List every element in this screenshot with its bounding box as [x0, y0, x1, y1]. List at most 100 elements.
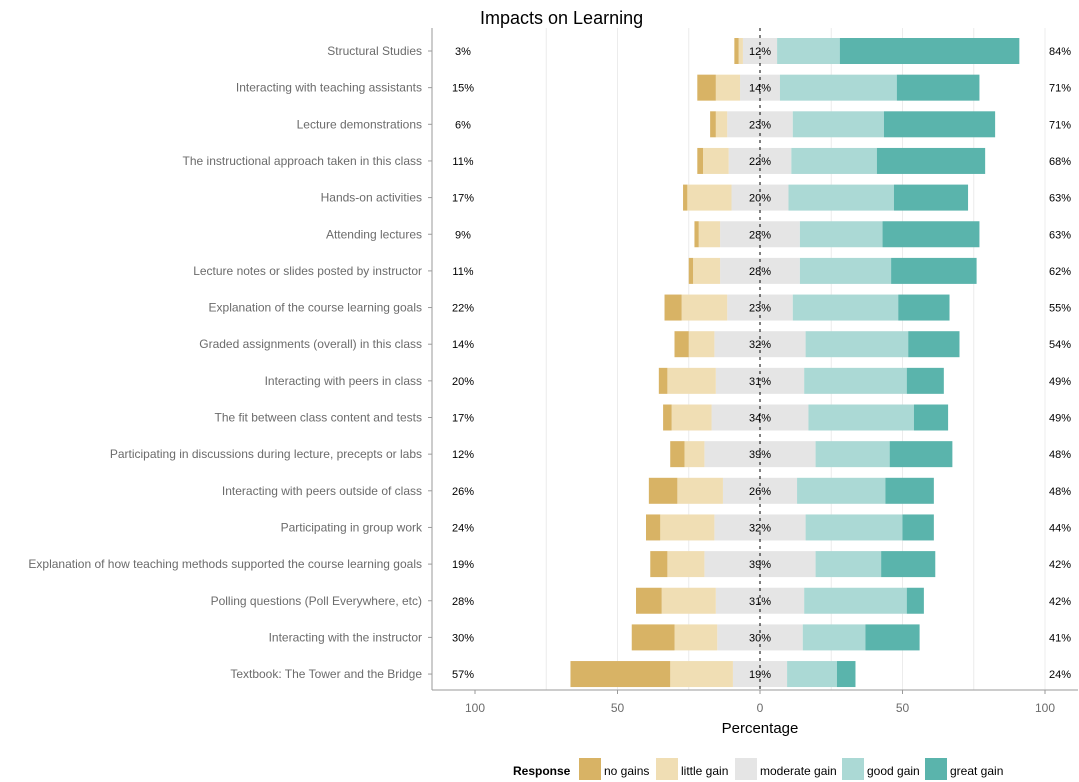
left-percent-label: 57%: [452, 669, 474, 681]
x-axis-label: Percentage: [722, 720, 799, 737]
bar-segment-great-gain: [908, 331, 960, 358]
bar-segment-great-gain: [836, 661, 856, 688]
bar-segment-no-gains: [710, 111, 716, 138]
center-percent-label: 28%: [749, 266, 771, 278]
legend-title: Response: [513, 764, 571, 778]
left-percent-label: 6%: [455, 119, 471, 131]
bar-segment-little-gain: [738, 38, 743, 64]
chart-title: Impacts on Learning: [480, 8, 643, 28]
right-percent-label: 41%: [1049, 632, 1071, 644]
left-percent-label: 17%: [452, 413, 474, 425]
axis-layer: 100 50 0 50 100: [428, 28, 1078, 715]
bar-segment-good-gain: [777, 38, 840, 64]
bar-segment-good-gain: [808, 404, 914, 431]
right-percent-label: 55%: [1049, 303, 1071, 315]
plot-panel: [432, 28, 1078, 690]
legend-label: great gain: [950, 764, 1003, 778]
legend-label: no gains: [604, 764, 649, 778]
bar-segment-little-gain: [661, 587, 716, 614]
bar-segment-great-gain: [839, 38, 1020, 64]
x-tick-label: 100: [1035, 701, 1055, 715]
center-percent-label: 23%: [749, 303, 771, 315]
category-label: Graded assignments (overall) in this cla…: [199, 337, 422, 351]
category-label: Participating in group work: [281, 520, 423, 534]
legend-key-moderate-gain: [735, 758, 757, 780]
bar-segment-great-gain: [906, 367, 944, 394]
center-percent-label: 30%: [749, 632, 771, 644]
bar-segment-good-gain: [792, 294, 899, 321]
left-percent-label: 17%: [452, 193, 474, 205]
left-percent-label: 24%: [452, 522, 474, 534]
bar-segment-little-gain: [667, 551, 705, 578]
legend-key-good-gain: [842, 758, 864, 780]
bar-segment-little-gain: [660, 514, 715, 541]
bar-segment-great-gain: [891, 257, 977, 284]
bar-segment-no-gains: [631, 624, 675, 651]
left-percent-label: 28%: [452, 596, 474, 608]
bar-segment-little-gain: [670, 661, 733, 688]
right-percent-label: 71%: [1049, 83, 1071, 95]
category-label: Participating in discussions during lect…: [110, 447, 422, 461]
center-percent-label: 32%: [749, 522, 771, 534]
right-percent-label: 71%: [1049, 119, 1071, 131]
category-label: Attending lectures: [326, 227, 422, 241]
bar-segment-great-gain: [896, 74, 980, 101]
bar-segment-great-gain: [876, 147, 986, 174]
bar-segment-no-gains: [734, 38, 739, 64]
bar-segment-no-gains: [664, 294, 682, 321]
category-label: Lecture notes or slides posted by instru…: [193, 264, 422, 278]
category-label: Structural Studies: [327, 44, 422, 58]
bar-segment-good-gain: [815, 441, 890, 468]
x-tick-label: 100: [465, 701, 485, 715]
center-percent-label: 19%: [749, 669, 771, 681]
left-percent-label: 19%: [452, 559, 474, 571]
bar-segment-moderate-gain: [720, 257, 800, 284]
bar-segment-little-gain: [715, 111, 728, 138]
right-percent-label: 63%: [1049, 193, 1071, 205]
bar-segment-great-gain: [913, 404, 949, 431]
center-percent-label: 12%: [749, 46, 771, 58]
center-percent-label: 14%: [749, 83, 771, 95]
category-label: Interacting with peers in class: [265, 374, 422, 388]
bar-segment-good-gain: [802, 624, 866, 651]
right-percent-label: 48%: [1049, 449, 1071, 461]
x-tick-label: 50: [611, 701, 625, 715]
bar-segment-little-gain: [674, 624, 718, 651]
bar-segment-little-gain: [667, 367, 716, 394]
x-tick-label: 0: [757, 701, 764, 715]
legend-label: little gain: [681, 764, 728, 778]
bar-segment-no-gains: [670, 441, 685, 468]
bar-segment-great-gain: [889, 441, 953, 468]
category-label: Interacting with teaching assistants: [236, 81, 422, 95]
bar-segment-no-gains: [636, 587, 662, 614]
right-percent-label: 42%: [1049, 596, 1071, 608]
bar-segment-good-gain: [792, 111, 884, 138]
x-tick-label: 50: [896, 701, 910, 715]
right-percent-label: 49%: [1049, 413, 1071, 425]
right-percent-label: 63%: [1049, 229, 1071, 241]
left-percent-label: 15%: [452, 83, 474, 95]
bar-segment-no-gains: [570, 661, 671, 688]
center-percent-label: 23%: [749, 119, 771, 131]
right-percent-label: 54%: [1049, 339, 1071, 351]
bar-segment-no-gains: [688, 257, 694, 284]
category-label: Textbook: The Tower and the Bridge: [230, 667, 422, 681]
bar-segment-great-gain: [865, 624, 920, 651]
left-percent-label: 30%: [452, 632, 474, 644]
right-percent-label: 24%: [1049, 669, 1071, 681]
labels-layer: Structural Studies 3% 12% 84% Interacting wi…: [28, 44, 1071, 681]
legend-key-great-gain: [925, 758, 947, 780]
bar-segment-great-gain: [898, 294, 950, 321]
bar-segment-good-gain: [799, 221, 883, 248]
right-percent-label: 49%: [1049, 376, 1071, 388]
bar-segment-little-gain: [715, 74, 741, 101]
center-percent-label: 31%: [749, 596, 771, 608]
bar-segment-no-gains: [697, 147, 703, 174]
bar-segment-good-gain: [791, 147, 877, 174]
bar-segment-moderate-gain: [727, 111, 793, 138]
left-percent-label: 12%: [452, 449, 474, 461]
bar-segment-little-gain: [684, 441, 705, 468]
category-label: Lecture demonstrations: [297, 117, 422, 131]
left-percent-label: 3%: [455, 46, 471, 58]
center-percent-label: 39%: [749, 449, 771, 461]
